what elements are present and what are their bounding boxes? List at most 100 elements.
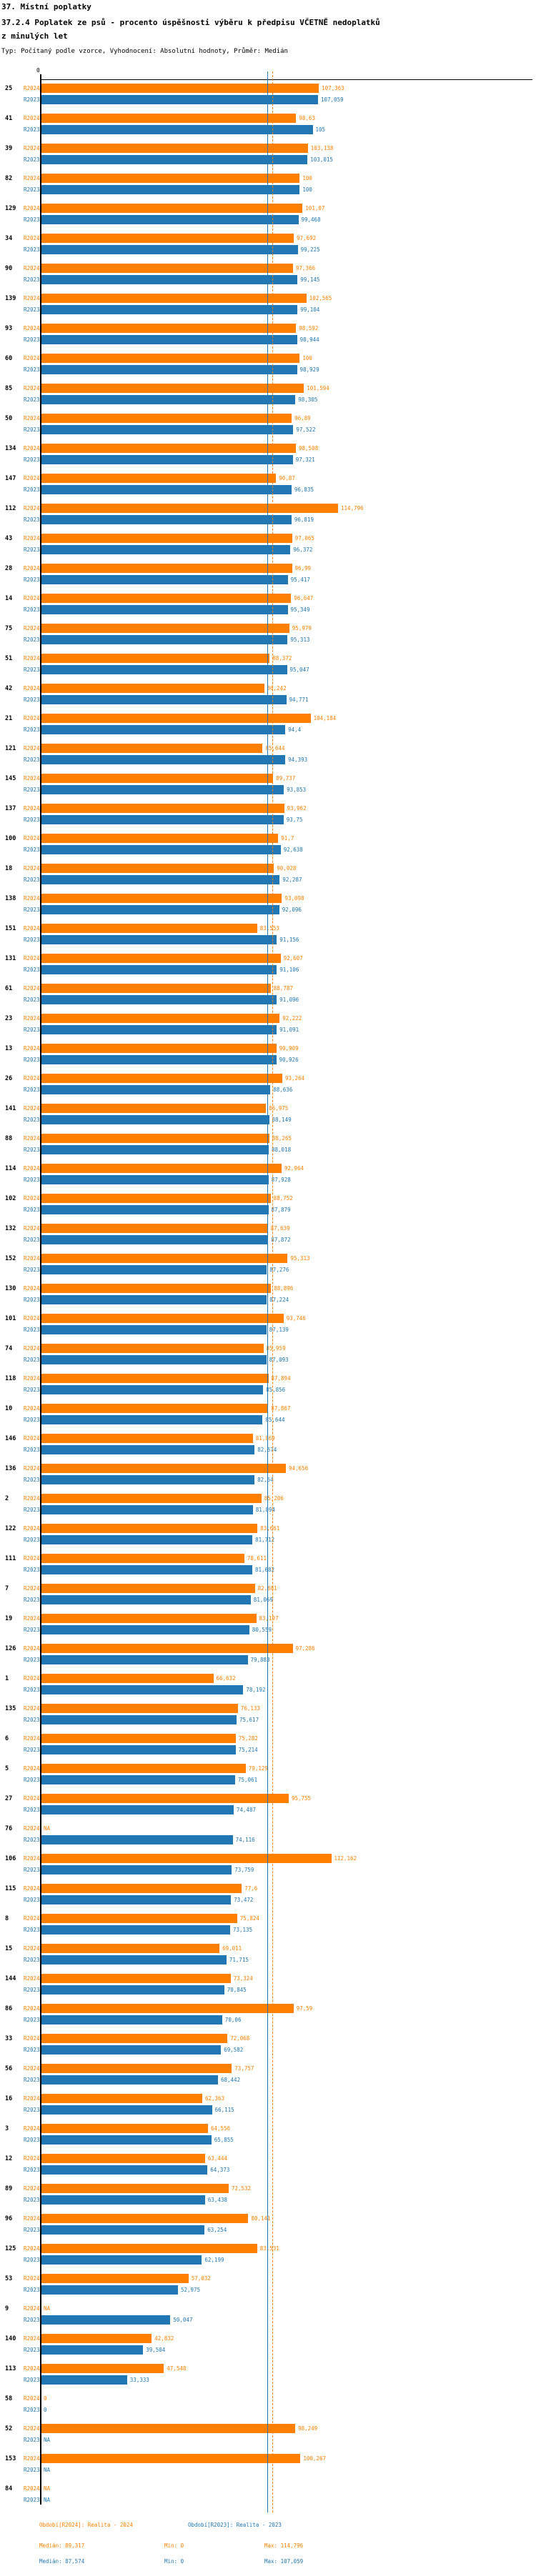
row-id-label: 135 [5, 1705, 16, 1712]
series-label-r2023: R2023 [24, 727, 40, 733]
value-label-r2024: 88,372 [272, 655, 292, 662]
bar-group-118: 118 R2024 87,894 R2023 85,856 [0, 1374, 536, 1394]
value-label-r2023: 95,047 [289, 667, 309, 673]
chart-title-line2: z minulých let [1, 31, 68, 41]
bar-r2023 [41, 1055, 277, 1064]
row-id-label: 10 [5, 1405, 13, 1412]
series-label-r2024: R2024 [24, 685, 40, 692]
row-id-label: 101 [5, 1315, 16, 1322]
series-label-r2024: R2024 [24, 745, 40, 752]
x-axis-zero-tick-label: 0 [36, 67, 40, 74]
series-label-r2024: R2024 [24, 1465, 40, 1472]
bar-group-12: 12 R2024 63,444 R2023 64,373 [0, 2154, 536, 2175]
bar-r2023 [41, 155, 308, 164]
value-label-r2023: 100 [302, 186, 312, 193]
series-label-r2023: R2023 [24, 667, 40, 673]
bar-group-7: 7 R2024 82,681 R2023 81,069 [0, 1584, 536, 1604]
bar-group-42: 42 R2024 86,242 R2023 94,771 [0, 684, 536, 704]
row-id-label: 129 [5, 205, 16, 212]
value-label-r2023: 99,145 [300, 276, 320, 283]
bar-r2023 [41, 1595, 251, 1604]
bar-r2023 [41, 2225, 205, 2235]
value-label-r2023: 85,856 [266, 1387, 286, 1393]
bar-r2024 [41, 324, 297, 333]
bar-group-6: 6 R2024 75,282 R2023 75,214 [0, 1734, 536, 1754]
value-label-r2023: 95,313 [290, 636, 310, 643]
bar-group-82: 82 R2024 100 R2023 100 [0, 174, 536, 194]
row-id-label: 12 [5, 2155, 13, 2162]
bar-r2024 [41, 1614, 257, 1623]
bar-r2023 [41, 1715, 237, 1724]
series-label-r2023: R2023 [24, 1867, 40, 1873]
bar-r2024 [41, 1494, 262, 1503]
bar-r2023 [41, 1235, 269, 1244]
bar-r2023 [41, 1205, 269, 1214]
bar-group-132: 132 R2024 87,639 R2023 87,872 [0, 1224, 536, 1244]
value-label-r2024: 90,87 [279, 475, 295, 481]
series-label-r2024: R2024 [24, 2215, 40, 2222]
series-label-r2023: R2023 [24, 2107, 40, 2113]
value-label-r2024: 100 [302, 175, 312, 181]
value-label-r2024: 97,065 [294, 535, 314, 541]
series-label-r2024: R2024 [24, 2365, 40, 2372]
value-label-r2024: 97,366 [295, 265, 315, 271]
row-id-label: 39 [5, 145, 13, 152]
value-label-r2023: 81,682 [255, 1567, 275, 1573]
value-label-r2023: 99,104 [300, 306, 320, 313]
row-id-label: 93 [5, 325, 13, 332]
bar-r2023 [41, 275, 298, 284]
series-label-r2024: R2024 [24, 115, 40, 121]
row-id-label: 112 [5, 505, 16, 512]
value-label-r2024: 81,869 [255, 1435, 275, 1442]
bar-r2024 [41, 84, 319, 93]
bar-group-112: 112 R2024 114,796 R2023 96,819 [0, 504, 536, 524]
bar-r2023 [41, 665, 287, 674]
series-label-r2023: R2023 [24, 877, 40, 883]
bar-group-100: 100 R2024 91,7 R2023 92,638 [0, 834, 536, 854]
bar-group-130: 130 R2024 88,896 R2023 87,224 [0, 1284, 536, 1304]
row-id-label: 18 [5, 865, 13, 872]
row-id-label: 28 [5, 565, 13, 572]
value-label-r2024: 86,975 [269, 1105, 289, 1112]
bar-r2024 [41, 564, 292, 573]
row-id-label: 118 [5, 1375, 16, 1382]
row-id-label: 138 [5, 895, 16, 902]
series-label-r2023: R2023 [24, 1417, 40, 1423]
value-label-r2024: 95,979 [292, 625, 312, 631]
series-label-r2024: R2024 [24, 1795, 40, 1802]
value-label-r2024: 98,592 [299, 325, 319, 331]
bar-r2023 [41, 485, 292, 494]
row-id-label: 76 [5, 1825, 13, 1832]
value-label-r2023: 64,373 [210, 2167, 230, 2173]
series-label-r2023: R2023 [24, 1297, 40, 1303]
bar-group-28: 28 R2024 96,99 R2023 95,417 [0, 564, 536, 584]
bar-r2024 [41, 444, 296, 453]
bar-r2023 [41, 545, 291, 554]
legend-period-r2023: Období[R2023]: Realita - 2023 [188, 2522, 282, 2528]
series-label-r2023: R2023 [24, 96, 40, 103]
bar-r2024 [41, 894, 282, 903]
bar-r2023 [41, 305, 298, 314]
series-label-r2023: R2023 [24, 1507, 40, 1513]
value-label-r2023: 97,522 [296, 426, 316, 433]
bar-r2024 [41, 414, 292, 423]
series-label-r2024: R2024 [24, 205, 40, 211]
series-label-r2023: R2023 [24, 126, 40, 133]
value-label-r2024: 86,242 [267, 685, 287, 692]
series-label-r2024: R2024 [24, 895, 40, 902]
bar-r2024 [41, 1284, 272, 1293]
bar-group-39: 39 R2024 103,138 R2023 103,015 [0, 144, 536, 164]
series-label-r2024: R2024 [24, 2155, 40, 2162]
series-label-r2024: R2024 [24, 955, 40, 962]
series-label-r2024: R2024 [24, 1915, 40, 1922]
value-label-r2024: 82,681 [257, 1585, 277, 1592]
series-label-r2024: R2024 [24, 1135, 40, 1142]
value-label-r2024: 83,197 [259, 1615, 279, 1622]
bar-group-114: 114 R2024 92,964 R2023 87,928 [0, 1164, 536, 1184]
value-label-r2024: 92,964 [284, 1165, 304, 1172]
bar-r2023 [41, 125, 313, 134]
value-label-r2023: 88,636 [273, 1087, 293, 1093]
bar-r2023 [41, 1295, 267, 1304]
series-label-r2024: R2024 [24, 2305, 40, 2312]
row-id-label: 51 [5, 655, 13, 662]
